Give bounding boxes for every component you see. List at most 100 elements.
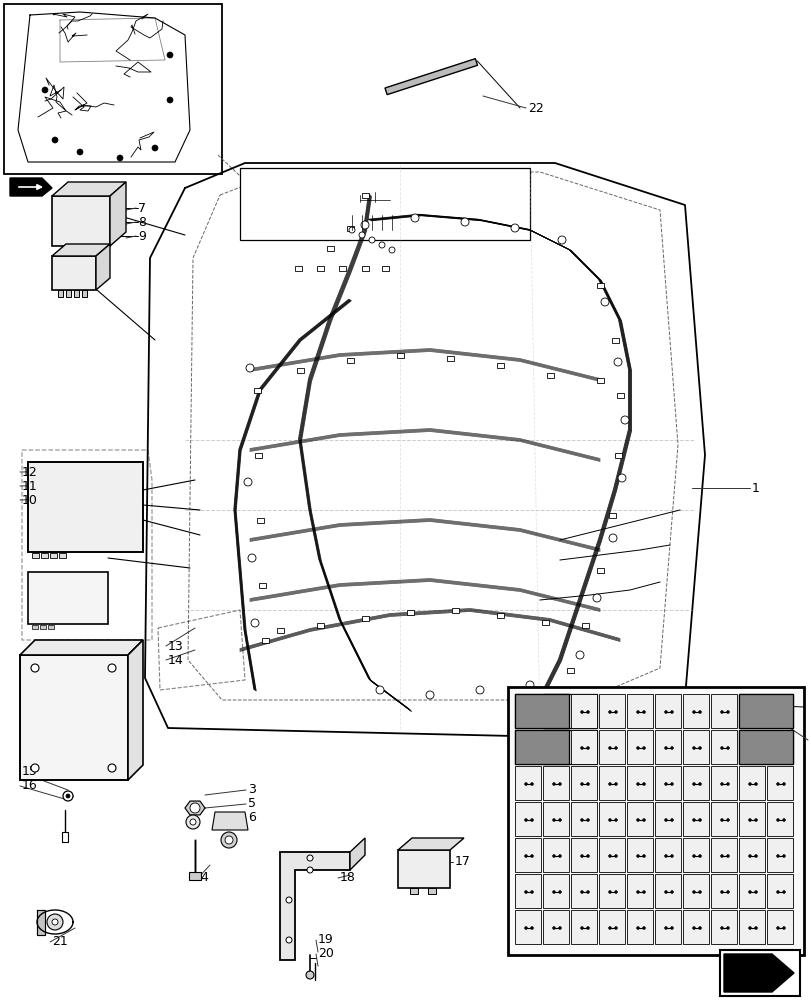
Circle shape — [586, 782, 589, 785]
Circle shape — [31, 764, 39, 772]
Circle shape — [614, 854, 616, 857]
Bar — [710, 802, 736, 836]
Circle shape — [726, 818, 728, 821]
Circle shape — [782, 782, 784, 785]
Circle shape — [530, 854, 533, 857]
Bar — [59, 553, 66, 558]
Bar — [543, 910, 569, 944]
Circle shape — [692, 818, 695, 821]
Bar — [626, 910, 652, 944]
Bar — [362, 266, 368, 271]
Circle shape — [186, 815, 200, 829]
Circle shape — [642, 710, 645, 714]
Circle shape — [719, 854, 723, 857]
Bar — [596, 283, 603, 288]
Circle shape — [586, 854, 589, 857]
Bar — [738, 766, 764, 800]
Circle shape — [670, 746, 672, 750]
Polygon shape — [96, 244, 109, 290]
Bar — [547, 373, 553, 378]
Bar — [599, 838, 624, 872]
Bar — [682, 694, 708, 728]
Circle shape — [663, 746, 667, 750]
Polygon shape — [52, 196, 109, 246]
Circle shape — [510, 224, 518, 232]
Circle shape — [692, 926, 695, 929]
Text: 3: 3 — [247, 783, 255, 796]
Polygon shape — [350, 838, 365, 870]
Circle shape — [524, 854, 527, 857]
Bar — [654, 730, 680, 764]
Bar — [514, 766, 540, 800]
Bar — [581, 623, 588, 628]
Circle shape — [782, 926, 784, 929]
Bar — [4, 4, 221, 174]
Circle shape — [726, 746, 728, 750]
Bar — [719, 950, 799, 996]
Bar — [346, 358, 354, 363]
Polygon shape — [109, 182, 126, 246]
Bar — [596, 378, 603, 383]
Circle shape — [225, 836, 233, 844]
Bar — [654, 802, 680, 836]
Bar — [682, 730, 708, 764]
Bar — [255, 453, 262, 458]
Bar — [41, 553, 48, 558]
Circle shape — [307, 855, 312, 861]
Circle shape — [753, 818, 757, 821]
Circle shape — [461, 218, 469, 226]
Bar — [543, 694, 596, 728]
Circle shape — [642, 854, 645, 857]
Circle shape — [558, 854, 561, 857]
Bar — [682, 910, 708, 944]
Bar — [259, 583, 266, 588]
Bar — [514, 730, 569, 764]
Bar — [738, 802, 764, 836]
Circle shape — [607, 926, 611, 929]
Bar — [570, 874, 596, 908]
Bar — [570, 910, 596, 944]
Circle shape — [775, 926, 779, 929]
Circle shape — [775, 890, 779, 893]
Circle shape — [306, 971, 314, 979]
Polygon shape — [52, 182, 126, 196]
Bar — [626, 694, 652, 728]
Text: 18: 18 — [340, 871, 355, 884]
Circle shape — [375, 686, 384, 694]
Circle shape — [426, 691, 433, 699]
Bar — [543, 730, 596, 764]
Polygon shape — [397, 838, 463, 850]
Bar — [710, 766, 736, 800]
Circle shape — [167, 52, 173, 58]
Circle shape — [775, 854, 779, 857]
Text: 20: 20 — [318, 947, 333, 960]
Circle shape — [607, 746, 611, 750]
Circle shape — [614, 926, 616, 929]
Circle shape — [580, 854, 583, 857]
Bar — [543, 838, 569, 872]
Circle shape — [782, 818, 784, 821]
Circle shape — [617, 474, 625, 482]
Circle shape — [726, 926, 728, 929]
Circle shape — [753, 926, 757, 929]
Circle shape — [379, 242, 384, 248]
Circle shape — [368, 237, 375, 243]
Bar — [710, 874, 736, 908]
Circle shape — [42, 87, 48, 93]
Polygon shape — [384, 59, 477, 95]
Circle shape — [753, 854, 757, 857]
Bar — [599, 802, 624, 836]
Circle shape — [697, 854, 701, 857]
Bar — [50, 553, 57, 558]
Bar — [766, 910, 792, 944]
Bar — [682, 874, 708, 908]
Bar — [766, 838, 792, 872]
Circle shape — [580, 746, 583, 750]
Circle shape — [697, 782, 701, 785]
Text: 1: 1 — [751, 482, 759, 494]
Circle shape — [748, 890, 750, 893]
Bar — [710, 694, 736, 728]
Circle shape — [607, 854, 611, 857]
Circle shape — [670, 710, 672, 714]
Bar — [189, 872, 201, 880]
